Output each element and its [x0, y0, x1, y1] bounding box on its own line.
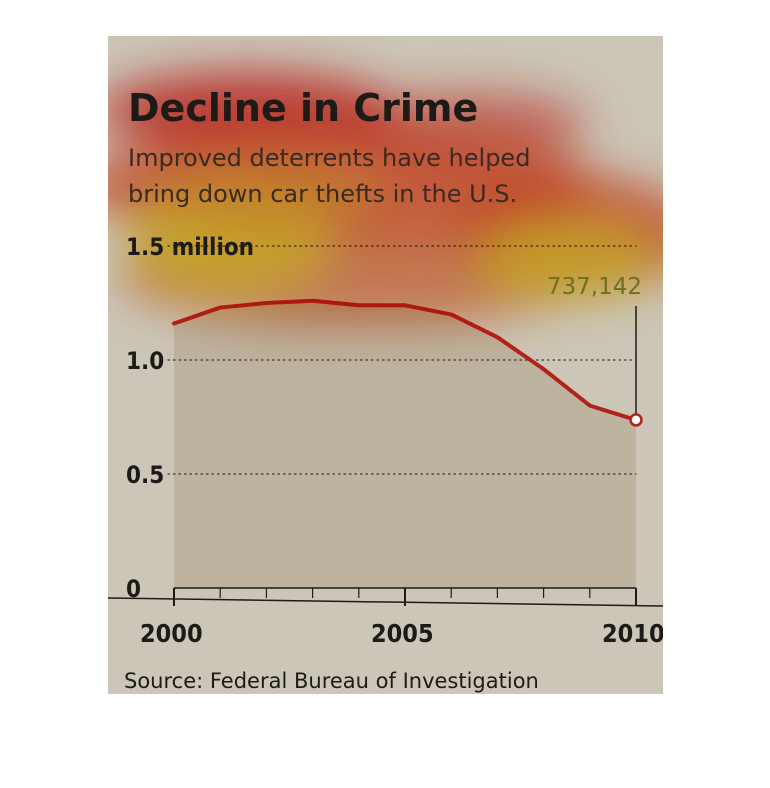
attention-heatmap-overlay — [108, 71, 663, 326]
x-tick-label: 2000 — [140, 619, 203, 648]
x-axis-line — [108, 597, 663, 607]
area-fill — [174, 300, 636, 588]
line-chart: Decline in Crime Improved deterrents have… — [108, 71, 663, 693]
chart-subtitle: bring down car thefts in the U.S. — [128, 180, 517, 208]
x-tick-label: 2005 — [371, 619, 434, 648]
annotation-label: 737,142 — [547, 274, 642, 300]
chart-subtitle: Improved deterrents have helped — [128, 144, 530, 172]
y-tick-label: 0 — [126, 575, 141, 603]
source-note: Source: Federal Bureau of Investigation — [124, 669, 539, 693]
chart-title: Decline in Crime — [128, 86, 478, 130]
y-tick-label: 1.5 million — [126, 233, 254, 261]
y-tick-label: 0.5 — [126, 461, 164, 489]
chart-card: Decline in Crime Improved deterrents have… — [108, 36, 663, 694]
y-tick-label: 1.0 — [126, 347, 164, 375]
annotation-marker — [629, 413, 643, 427]
x-tick-label: 2010 — [602, 619, 663, 648]
